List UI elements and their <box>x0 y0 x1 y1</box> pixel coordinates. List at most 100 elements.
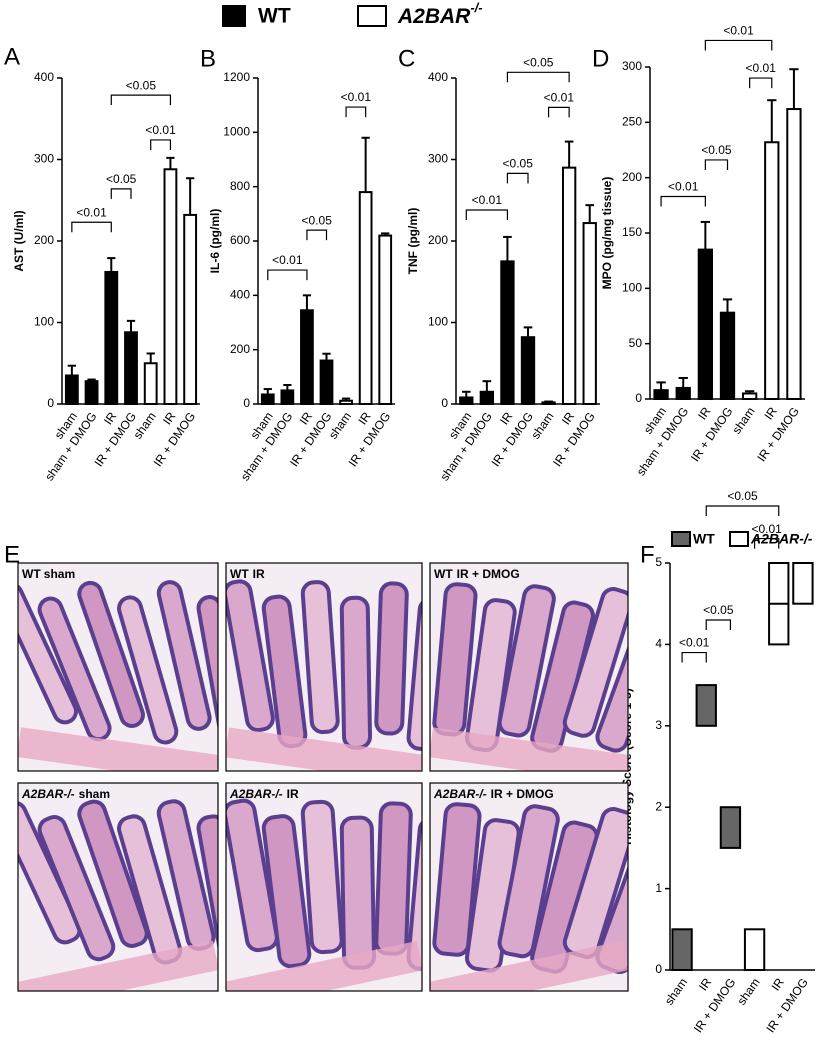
villus <box>226 579 275 733</box>
caption-genotype: A2BAR-/- <box>229 787 283 801</box>
significance-label: <0.01 <box>746 61 777 75</box>
bar <box>104 270 119 405</box>
x-tick-label: IR <box>761 404 780 422</box>
bar <box>378 234 393 405</box>
significance-label: <0.05 <box>503 157 534 171</box>
bar <box>280 389 295 405</box>
significance-bracket <box>306 229 328 241</box>
villus <box>261 814 312 969</box>
significance-label: <0.01 <box>544 91 575 105</box>
legend-label: WT <box>693 531 715 547</box>
bar <box>653 389 669 401</box>
x-tick-label: sham <box>326 410 354 442</box>
range-box <box>792 562 814 605</box>
significance-label: <0.01 <box>751 522 782 536</box>
villus <box>77 799 149 948</box>
y-tick-label: 200 <box>230 342 250 356</box>
image-border <box>17 562 219 772</box>
x-tick-label: IR <box>768 975 787 993</box>
bar <box>786 108 802 400</box>
y-axis-label: IL-6 (pg/ml) <box>208 209 222 274</box>
y-tick-label: 300 <box>622 59 642 73</box>
bar <box>541 401 556 405</box>
muscle-layer <box>430 727 628 771</box>
villus <box>339 815 377 970</box>
tissue <box>18 580 218 771</box>
significance-bracket <box>150 139 172 150</box>
bar <box>260 393 275 406</box>
significance-label: <0.01 <box>341 90 372 104</box>
range-box <box>671 928 693 971</box>
y-tick-label: 2 <box>655 799 662 813</box>
x-tick-label: IR <box>696 975 715 993</box>
caption-genotype: WT <box>22 567 41 581</box>
bar <box>163 168 178 405</box>
muscle-layer <box>226 727 422 771</box>
villus <box>595 603 628 753</box>
y-tick-label: 250 <box>622 115 642 129</box>
y-tick-label: 600 <box>230 233 250 247</box>
image-caption: WT IR <box>230 567 265 581</box>
muscle-layer <box>18 727 218 771</box>
significance-bracket <box>71 221 112 233</box>
significance-bracket <box>506 71 570 83</box>
histology-image: WT IR <box>225 562 423 772</box>
y-tick-label: 300 <box>428 152 448 166</box>
bar <box>742 392 758 401</box>
bar <box>500 260 515 405</box>
bar <box>520 336 536 406</box>
bar <box>719 311 736 400</box>
panel-letter: F <box>640 541 655 568</box>
villus <box>300 799 344 955</box>
significance-label: <0.05 <box>106 172 137 186</box>
muscle-layer <box>18 940 218 991</box>
y-axis-label: AST (U/ml) <box>12 210 26 271</box>
image-caption: WT IR + DMOG <box>434 567 520 581</box>
y-tick-label: 1 <box>655 881 662 895</box>
panel-letter: D <box>592 45 609 72</box>
legend-swatch-ko <box>357 5 387 27</box>
y-tick-label: 100 <box>622 281 642 295</box>
y-tick-label: 200 <box>428 233 448 247</box>
significance-bracket <box>345 106 367 118</box>
villus <box>196 595 218 748</box>
bar <box>84 380 99 405</box>
bar <box>300 309 314 405</box>
caption-condition: IR + DMOG <box>491 787 554 801</box>
histology-image: A2BAR-/- IR + DMOG <box>429 782 629 992</box>
y-tick-label: 400 <box>34 70 54 84</box>
y-tick-label: 100 <box>34 315 54 329</box>
image-border <box>429 782 629 992</box>
significance-label: <0.01 <box>723 24 754 38</box>
bar <box>358 191 373 405</box>
tissue <box>430 582 628 771</box>
image-caption: A2BAR-/- IR + DMOG <box>433 787 554 801</box>
significance-label: <0.05 <box>727 489 758 503</box>
y-tick-label: 5 <box>655 555 662 569</box>
villus <box>18 582 79 725</box>
significance-label: <0.05 <box>701 143 732 157</box>
panel-letter: A <box>4 43 20 70</box>
significance-label: <0.01 <box>679 636 710 650</box>
image-border <box>225 782 423 992</box>
legend-swatch <box>671 531 691 547</box>
villus <box>432 802 482 957</box>
muscle-layer <box>226 940 422 991</box>
villus <box>562 587 628 738</box>
villus <box>196 814 218 968</box>
histology-image: WT IR + DMOG <box>429 562 629 772</box>
significance-bracket <box>753 537 780 549</box>
muscle-layer <box>430 940 628 991</box>
bar <box>64 374 79 406</box>
image-border <box>225 562 423 772</box>
significance-label: <0.05 <box>703 603 734 617</box>
legend-swatch-wt <box>222 5 246 27</box>
y-tick-label: 0 <box>243 396 250 410</box>
significance-bracket <box>110 188 132 199</box>
significance-bracket <box>506 172 529 184</box>
y-tick-label: 300 <box>34 152 54 166</box>
image-caption: A2BAR-/- sham <box>21 787 110 801</box>
villus <box>18 800 82 945</box>
significance-bracket <box>681 651 707 663</box>
tissue <box>226 798 422 991</box>
